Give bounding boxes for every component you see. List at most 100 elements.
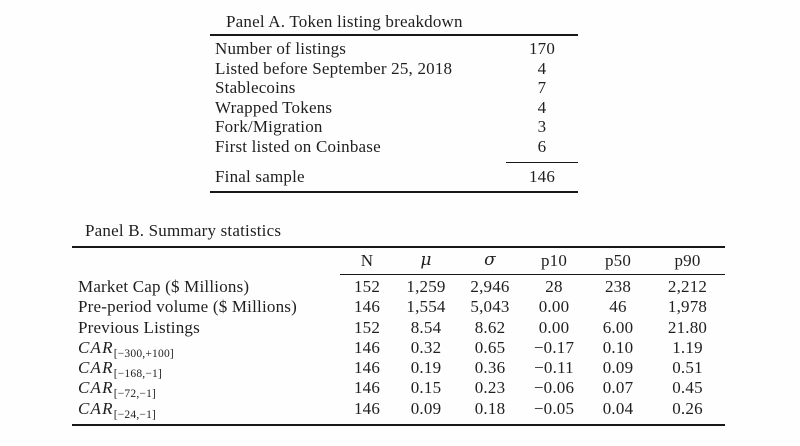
table-row: CAR[−24,−1] 146 0.09 0.18 −0.05 0.04 0.2…	[72, 399, 725, 425]
table-row: Wrapped Tokens 4	[210, 98, 578, 118]
cell-mu: 0.09	[410, 398, 442, 418]
panel-b-table: N μ σ p10 p50 p90 Market Cap ($ Millions…	[72, 246, 725, 427]
cell-sigma: 2,946	[470, 277, 510, 296]
car-variable: CAR	[78, 337, 114, 357]
table-row: CAR[−72,−1] 146 0.15 0.23 −0.06 0.07 0.4…	[72, 378, 725, 401]
cell-mu: 0.19	[410, 358, 442, 378]
column-header-sigma: σ	[458, 247, 522, 275]
cell-n: 152	[353, 317, 381, 337]
row-label-text: Pre-period volume ($ Millions)	[78, 297, 297, 317]
row-label: Market Cap ($ Millions)	[72, 275, 340, 298]
row-label: Listed before September 25, 2018	[215, 58, 453, 78]
row-label: Previous Listings	[72, 318, 340, 338]
table-row: Stablecoins 7	[210, 78, 578, 98]
table-row: CAR[−300,+100] 146 0.32 0.65 −0.17 0.10 …	[72, 337, 725, 360]
cell-sigma: 8.62	[474, 317, 506, 337]
car-window-subscript: [−168,−1]	[113, 368, 163, 381]
table-row: Market Cap ($ Millions) 152 1,259 2,946 …	[72, 275, 725, 298]
cell-p50: 0.09	[602, 358, 634, 378]
column-header-empty	[72, 247, 340, 275]
row-value: 4	[537, 97, 547, 117]
cell-n: 146	[353, 297, 381, 317]
cell-p90: 2,212	[667, 277, 708, 296]
cell-p90: 0.51	[672, 358, 703, 378]
cell-p50: 0.04	[602, 398, 634, 418]
cell-mu: 1,259	[406, 277, 446, 296]
cell-p10: 0.00	[538, 297, 570, 317]
cell-sigma: 0.65	[474, 337, 506, 357]
row-label: Final sample	[215, 166, 305, 186]
cell-p50: 6.00	[602, 317, 634, 337]
row-value: 6	[537, 136, 547, 156]
row-label: Pre-period volume ($ Millions)	[72, 297, 340, 317]
cell-n: 146	[353, 337, 381, 357]
row-label-car: CAR[−24,−1]	[72, 399, 340, 425]
cell-n: 146	[353, 358, 381, 378]
cell-mu: 1,554	[406, 297, 446, 317]
table-row: First listed on Coinbase 6	[210, 137, 578, 163]
row-label: First listed on Coinbase	[215, 136, 381, 156]
cell-sigma: 0.36	[474, 358, 506, 378]
table-row: Pre-period volume ($ Millions) 146 1,554…	[72, 297, 725, 317]
column-header-mu: μ	[394, 247, 458, 275]
header-row: N μ σ p10 p50 p90	[72, 247, 725, 275]
row-value: 146	[506, 162, 578, 192]
row-value: 3	[537, 117, 547, 136]
cell-n: 146	[353, 378, 381, 398]
car-window-subscript: [−72,−1]	[113, 388, 157, 401]
cell-sigma: 0.18	[474, 398, 506, 418]
cell-p10: −0.17	[533, 337, 575, 357]
row-label-car: CAR[−72,−1]	[72, 378, 340, 401]
panel-a-title: Panel A. Token listing breakdown	[226, 12, 463, 31]
column-header-p10: p10	[522, 247, 586, 275]
row-label-text: Previous Listings	[78, 317, 200, 337]
panel-b-section: Panel B. Summary statistics N μ σ p10 p5…	[72, 221, 725, 427]
row-label-car: CAR[−168,−1]	[72, 358, 340, 381]
row-label: Number of listings	[215, 39, 347, 58]
cell-p50: 46	[609, 297, 627, 317]
table-row: Listed before September 25, 2018 4	[210, 59, 578, 79]
cell-p10: −0.05	[533, 398, 575, 418]
cell-p50: 0.07	[602, 378, 634, 398]
cell-p10: 0.00	[538, 317, 570, 337]
panel-a-section: Panel A. Token listing breakdown Number …	[210, 12, 578, 193]
row-value: 4	[537, 58, 547, 78]
row-value: 7	[537, 78, 547, 97]
cell-p90: 0.26	[672, 398, 703, 418]
table-row: Fork/Migration 3	[210, 117, 578, 137]
cell-mu: 8.54	[410, 317, 442, 337]
row-value: 170	[528, 39, 556, 58]
cell-p90: 1.19	[672, 337, 703, 357]
row-label: Wrapped Tokens	[215, 97, 333, 117]
cell-p90: 0.45	[672, 378, 703, 398]
car-variable: CAR	[78, 378, 114, 398]
cell-mu: 0.32	[410, 337, 442, 357]
column-header-p90: p90	[650, 247, 725, 275]
cell-p10: −0.06	[533, 378, 575, 398]
cell-n: 146	[353, 398, 381, 418]
car-variable: CAR	[78, 358, 114, 378]
car-window-subscript: [−300,+100]	[113, 347, 174, 360]
table-row: Previous Listings 152 8.54 8.62 0.00 6.0…	[72, 318, 725, 338]
cell-p10: 28	[545, 277, 563, 296]
table-row: Number of listings 170	[210, 35, 578, 59]
car-variable: CAR	[78, 398, 114, 418]
cell-n: 152	[353, 277, 381, 296]
final-sample-row: Final sample 146	[210, 162, 578, 192]
row-label: Stablecoins	[215, 78, 296, 97]
column-header-p50: p50	[586, 247, 650, 275]
table-row: CAR[−168,−1] 146 0.19 0.36 −0.11 0.09 0.…	[72, 358, 725, 381]
cell-mu: 0.15	[410, 378, 442, 398]
panel-a-table: Number of listings 170 Listed before Sep…	[210, 34, 578, 193]
car-window-subscript: [−24,−1]	[113, 408, 157, 421]
cell-sigma: 5,043	[470, 297, 510, 317]
cell-p90: 21.80	[667, 317, 708, 337]
cell-sigma: 0.23	[474, 378, 506, 398]
column-header-n: N	[340, 247, 394, 275]
cell-p90: 1,978	[667, 297, 708, 317]
row-label-text: Market Cap ($ Millions)	[78, 276, 250, 296]
panel-b-title: Panel B. Summary statistics	[85, 221, 282, 240]
cell-p10: −0.11	[534, 358, 574, 378]
row-label: Fork/Migration	[215, 117, 323, 136]
